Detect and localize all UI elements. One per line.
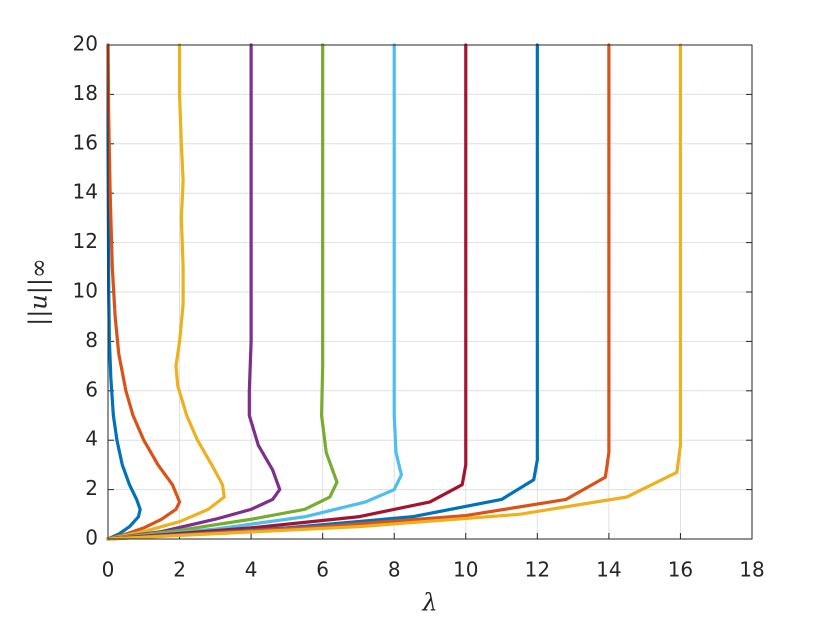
x-tick-label: 10 [453,558,478,582]
x-tick-label: 18 [739,558,764,582]
x-tick-label: 4 [245,558,258,582]
y-tick-label: 10 [73,279,98,303]
curve [106,43,282,541]
x-axis-label: λ [421,589,437,617]
y-tick-label: 18 [73,81,98,105]
y-tick-label: 6 [85,377,98,401]
y-tick-label: 20 [73,32,98,56]
y-tick-label: 12 [73,229,98,253]
curve [106,43,142,541]
curve [106,43,468,541]
x-tick-label: 14 [596,558,621,582]
x-tick-label: 0 [102,558,115,582]
axes-box [107,44,753,540]
y-tick-label: 14 [73,180,98,204]
curve [106,43,226,541]
curve [106,43,403,541]
x-tick-label: 8 [388,558,401,582]
curve [106,43,339,541]
curve [106,43,683,541]
y-tick-label: 16 [73,130,98,154]
x-tick-label: 12 [525,558,550,582]
x-tick-label: 6 [316,558,329,582]
curve [106,43,182,541]
y-tick-label: 0 [85,526,98,550]
curve [106,43,611,541]
y-axis-label: ||u||∞ [25,258,54,326]
y-tick-label: 4 [85,427,98,451]
y-tick-label: 2 [85,476,98,500]
y-tick-label: 8 [85,328,98,352]
x-tick-label: 16 [668,558,693,582]
x-tick-label: 2 [173,558,186,582]
